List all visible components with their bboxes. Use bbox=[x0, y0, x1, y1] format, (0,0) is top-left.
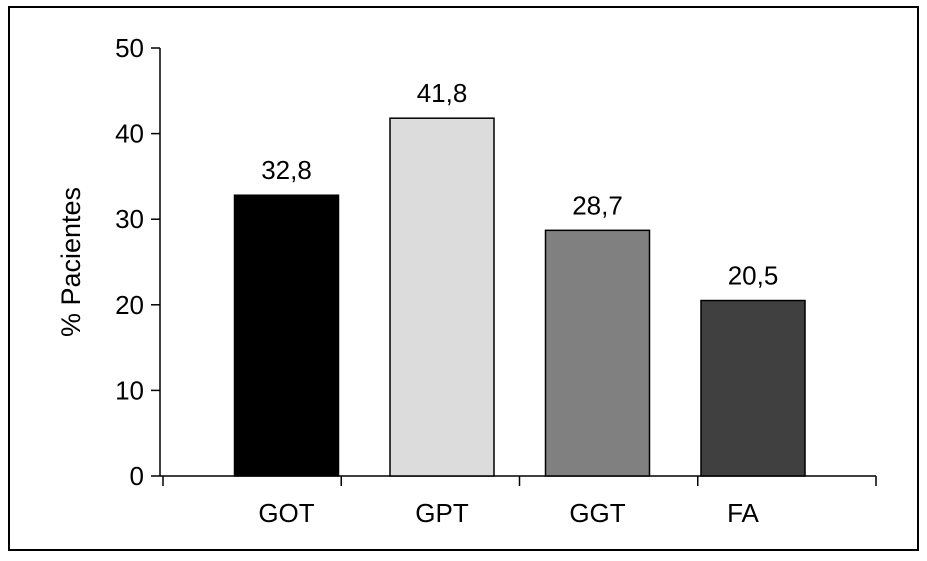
y-axis-label: % Pacientes bbox=[56, 187, 86, 337]
value-label: 20,5 bbox=[728, 261, 779, 291]
x-axis: GOT GPT GGT FA bbox=[160, 475, 877, 528]
x-tick-label: GOT bbox=[258, 498, 314, 528]
value-label: 32,8 bbox=[261, 155, 312, 185]
bar-fa bbox=[700, 299, 806, 477]
y-tick-label: 20 bbox=[115, 290, 144, 320]
y-tick-label: 0 bbox=[130, 461, 144, 491]
y-tick-label: 40 bbox=[115, 119, 144, 149]
x-tick-label: GGT bbox=[569, 498, 625, 528]
bar-got bbox=[233, 194, 340, 477]
bar-ggt bbox=[544, 229, 651, 477]
y-tick-label: 10 bbox=[115, 375, 144, 405]
bars bbox=[233, 117, 806, 477]
x-tick-label: GPT bbox=[415, 498, 469, 528]
x-tick-label: FA bbox=[727, 498, 759, 528]
y-axis: 0 10 20 30 40 50 bbox=[115, 33, 161, 491]
value-label: 28,7 bbox=[572, 190, 623, 220]
value-label: 41,8 bbox=[417, 78, 468, 108]
y-tick-label: 30 bbox=[115, 204, 144, 234]
bar-gpt bbox=[389, 117, 495, 477]
value-labels: 32,8 41,8 28,7 20,5 bbox=[261, 78, 778, 290]
y-tick-label: 50 bbox=[115, 33, 144, 63]
